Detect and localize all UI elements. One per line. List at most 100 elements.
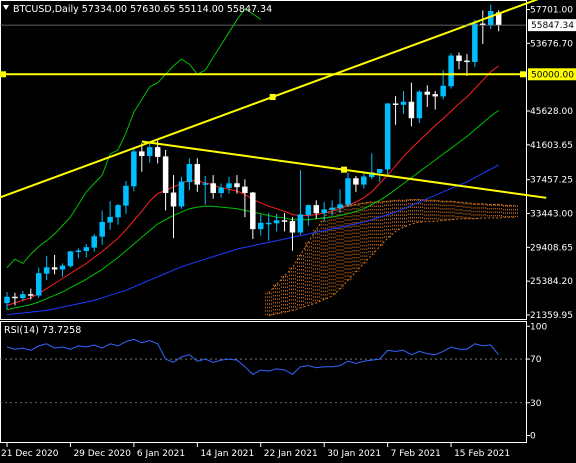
candle-body — [384, 103, 391, 170]
time-tick-label: 29 Dec 2020 — [73, 449, 131, 459]
lagging-span-line — [6, 8, 262, 268]
candle-body — [440, 85, 446, 97]
candle-body — [456, 55, 462, 62]
candle-body — [424, 91, 431, 95]
candle-body — [273, 220, 280, 224]
candle-body — [416, 91, 423, 119]
candle-body — [28, 294, 34, 296]
candle-body — [337, 204, 343, 209]
candle-body — [321, 209, 327, 214]
time-axis: 21 Dec 2020 29 Dec 2020 6 Jan 2021 14 Jan 2… — [1, 442, 510, 459]
level-handle[interactable] — [0, 71, 6, 78]
candle-body — [210, 183, 216, 194]
candle-body — [448, 55, 454, 87]
rsi-header: RSI(14) 73.7258 — [4, 325, 81, 336]
candle-body — [107, 216, 113, 223]
candle-body — [162, 156, 169, 194]
candle-body — [234, 183, 240, 188]
candle-body — [83, 247, 90, 252]
symbol-info: BTCUSD,Daily 57334.00 57630.65 55114.00 … — [13, 4, 272, 15]
time-tick-label: 21 Dec 2020 — [1, 449, 59, 459]
price-tick-label: 21359.95 — [530, 311, 573, 321]
candle-body — [20, 294, 26, 299]
candle-body — [297, 214, 304, 233]
cloud-span-a — [268, 199, 515, 294]
candle-body — [242, 186, 248, 194]
candle-body — [170, 192, 177, 207]
ichimoku-cloud — [265, 199, 518, 316]
rsi-tick-label: 0 — [530, 432, 536, 442]
price-tick-label: 29408.65 — [530, 243, 573, 253]
trendline-handle[interactable] — [269, 93, 276, 100]
candle-body — [67, 251, 74, 267]
horizontal-level-label: 50000.00 — [531, 70, 574, 80]
candle-body — [123, 185, 129, 206]
rsi-tick-label: 100 — [530, 322, 547, 332]
candle-body — [91, 236, 97, 248]
candle-body — [43, 267, 50, 274]
price-tick-label: 25384.20 — [530, 277, 573, 287]
candle-body — [432, 94, 438, 97]
trendlines[interactable] — [0, 0, 547, 199]
candle-body — [202, 183, 208, 185]
price-tags: 55847.34 50000.00 — [528, 19, 576, 81]
candle-body — [194, 163, 201, 185]
level-handle[interactable] — [520, 71, 526, 78]
candle-body — [75, 250, 82, 253]
price-tick-label: 45628.00 — [530, 107, 573, 117]
candle-body — [12, 296, 18, 299]
time-tick-label: 22 Jan 2021 — [264, 449, 318, 459]
moving-average-line — [6, 65, 499, 306]
last-price-label: 55847.34 — [531, 21, 574, 31]
rsi-line — [6, 338, 500, 376]
candle-body — [59, 265, 66, 270]
time-tick-label: 7 Feb 2021 — [391, 449, 441, 459]
rsi-pane-frame — [0, 321, 527, 443]
rsi-pane: 100 70 30 0 — [0, 322, 547, 442]
candle-body — [313, 205, 320, 214]
collapse-arrow-icon[interactable] — [3, 5, 9, 10]
candle-body — [186, 163, 193, 183]
time-tick-label: 30 Jan 2021 — [327, 449, 381, 459]
candle-body — [464, 60, 470, 63]
candle-body — [35, 273, 42, 296]
price-tick-label: 37457.25 — [530, 176, 573, 186]
candle-body — [139, 151, 145, 157]
time-tick-label: 6 Jan 2021 — [137, 449, 185, 459]
price-tick-label: 53676.70 — [530, 39, 573, 49]
indicator-lines — [6, 8, 499, 316]
candle-body — [99, 221, 105, 237]
candle-body — [178, 181, 185, 207]
candle-body — [480, 23, 486, 26]
candles — [4, 4, 502, 310]
candle-body — [400, 101, 407, 105]
price-tick-label: 41603.65 — [530, 141, 573, 151]
candle-body — [376, 168, 383, 173]
price-tick-label: 33443.00 — [530, 209, 573, 219]
price-tick-label: 57701.00 — [530, 6, 573, 16]
candle-body — [305, 205, 312, 215]
candle-body — [353, 178, 359, 185]
candle-body — [265, 222, 272, 225]
candle-body — [146, 147, 153, 157]
candle-body — [250, 192, 256, 230]
price-axis: 57701.00 53676.70 45628.00 41603.65 37457.25… — [526, 6, 573, 321]
candle-body — [472, 23, 478, 62]
rsi-title: RSI(14) 73.7258 — [4, 325, 81, 336]
rsi-tick-label: 30 — [530, 399, 542, 409]
candle-body — [218, 187, 224, 194]
candle-body — [392, 103, 399, 105]
candle-body — [281, 220, 288, 222]
cloud-span-b — [268, 216, 515, 316]
candle-body — [51, 267, 58, 270]
candle-body — [258, 222, 264, 230]
candle-body — [329, 207, 335, 210]
candle-body — [131, 151, 137, 187]
trendline-handle[interactable] — [341, 166, 348, 173]
time-tick-label: 14 Jan 2021 — [200, 449, 254, 459]
candle-body — [154, 147, 161, 157]
candle-body — [345, 178, 351, 205]
price-pane-frame — [0, 0, 527, 320]
candle-body — [361, 176, 367, 185]
